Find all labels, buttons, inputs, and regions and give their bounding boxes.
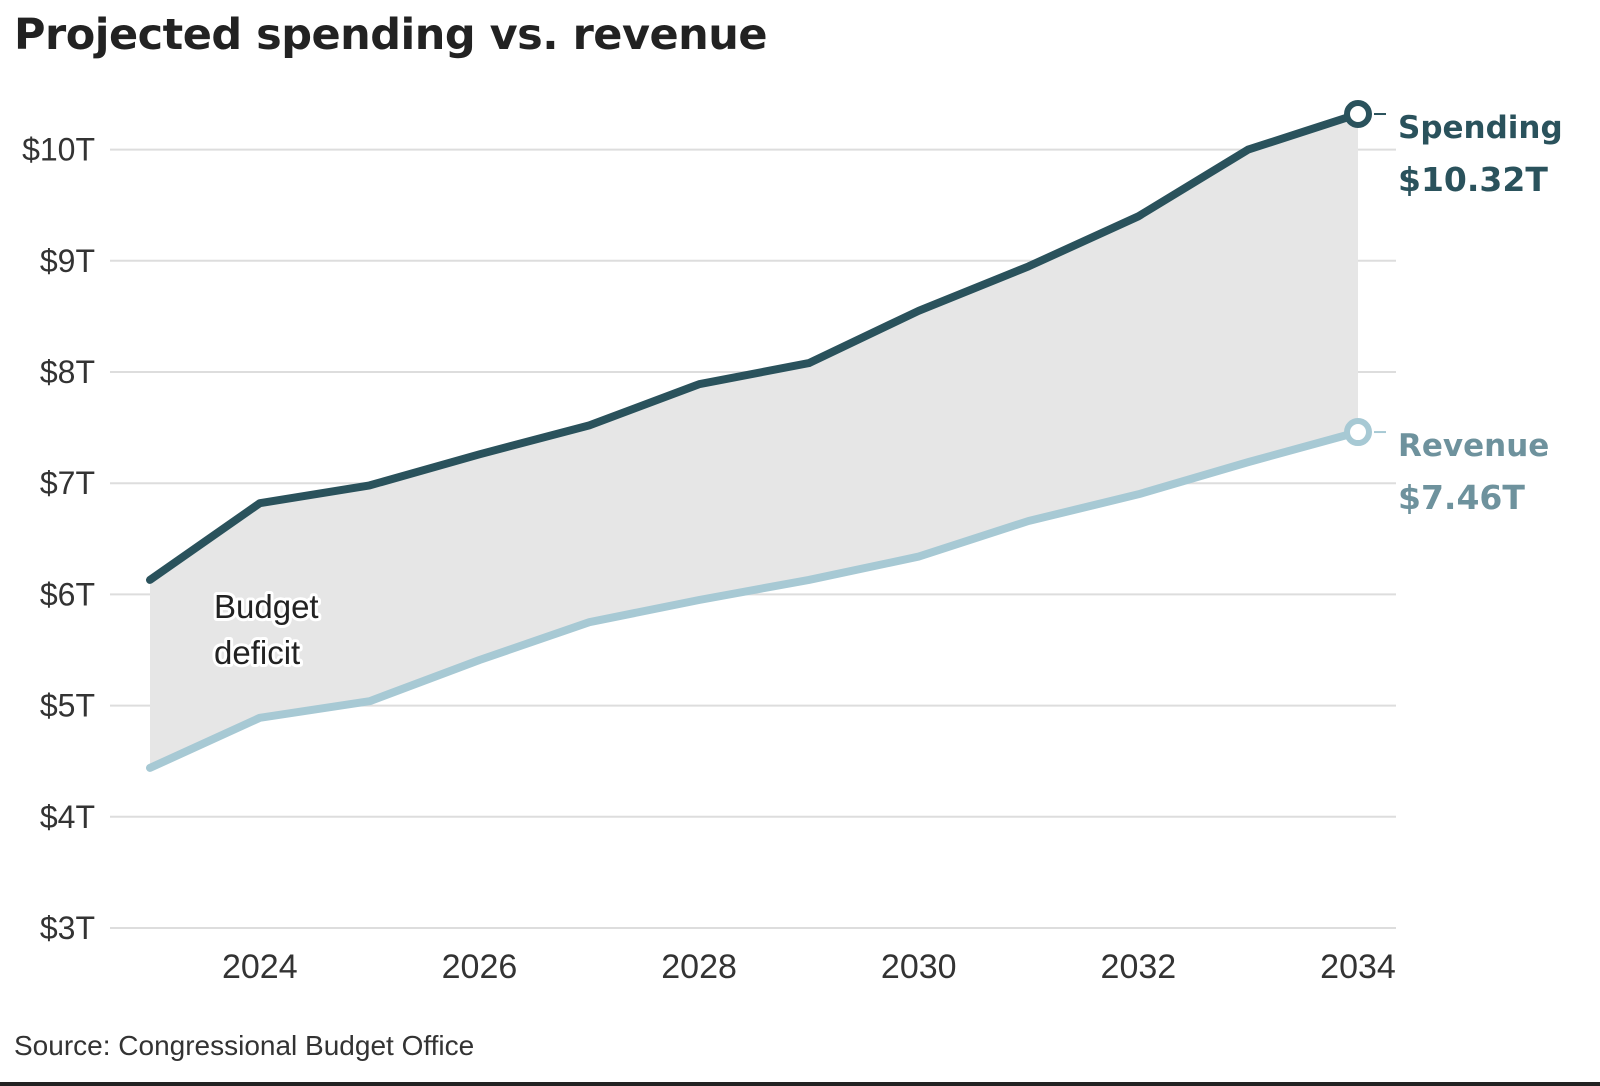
deficit-area (150, 114, 1358, 768)
y-tick-label: $9T (40, 243, 95, 279)
y-tick-label: $10T (22, 132, 95, 168)
series-line-spending (146, 110, 1362, 584)
x-tick-label: 2026 (442, 948, 518, 986)
source-note: Source: Congressional Budget Office (14, 1030, 475, 1061)
series-value-revenue: $7.46T (1398, 478, 1525, 517)
series-label-spending: Spending (1398, 110, 1563, 146)
x-tick-label: 2028 (661, 948, 737, 986)
y-tick-label: $3T (40, 910, 95, 946)
bottom-divider (0, 1082, 1600, 1086)
series-value-spending: $10.32T (1398, 160, 1548, 199)
chart-title: Projected spending vs. revenue (14, 10, 768, 60)
x-tick-label: 2032 (1101, 948, 1177, 986)
end-marker-spending (1344, 100, 1372, 129)
end-markers (1344, 100, 1386, 447)
deficit-label-line: Budget (214, 588, 319, 625)
end-marker-revenue (1344, 418, 1372, 447)
y-tick-label: $5T (40, 688, 95, 724)
y-tick-label: $8T (40, 354, 95, 390)
y-tick-label: $4T (40, 799, 95, 835)
x-tick-label: 2030 (881, 948, 957, 986)
series-line-revenue (146, 428, 1362, 772)
deficit-area-group (150, 114, 1358, 768)
labels: $3T $4T $5T $6T $7T $8T $9T $10T 2024 2026 2028 203… (22, 110, 1563, 986)
series-label-revenue: Revenue (1398, 428, 1549, 464)
deficit-label-line: deficit (214, 634, 300, 671)
x-tick-label: 2024 (222, 948, 298, 986)
y-tick-label: $6T (40, 576, 95, 612)
series-lines (146, 110, 1362, 772)
x-tick-label: 2034 (1320, 948, 1396, 986)
y-tick-label: $7T (40, 465, 95, 501)
